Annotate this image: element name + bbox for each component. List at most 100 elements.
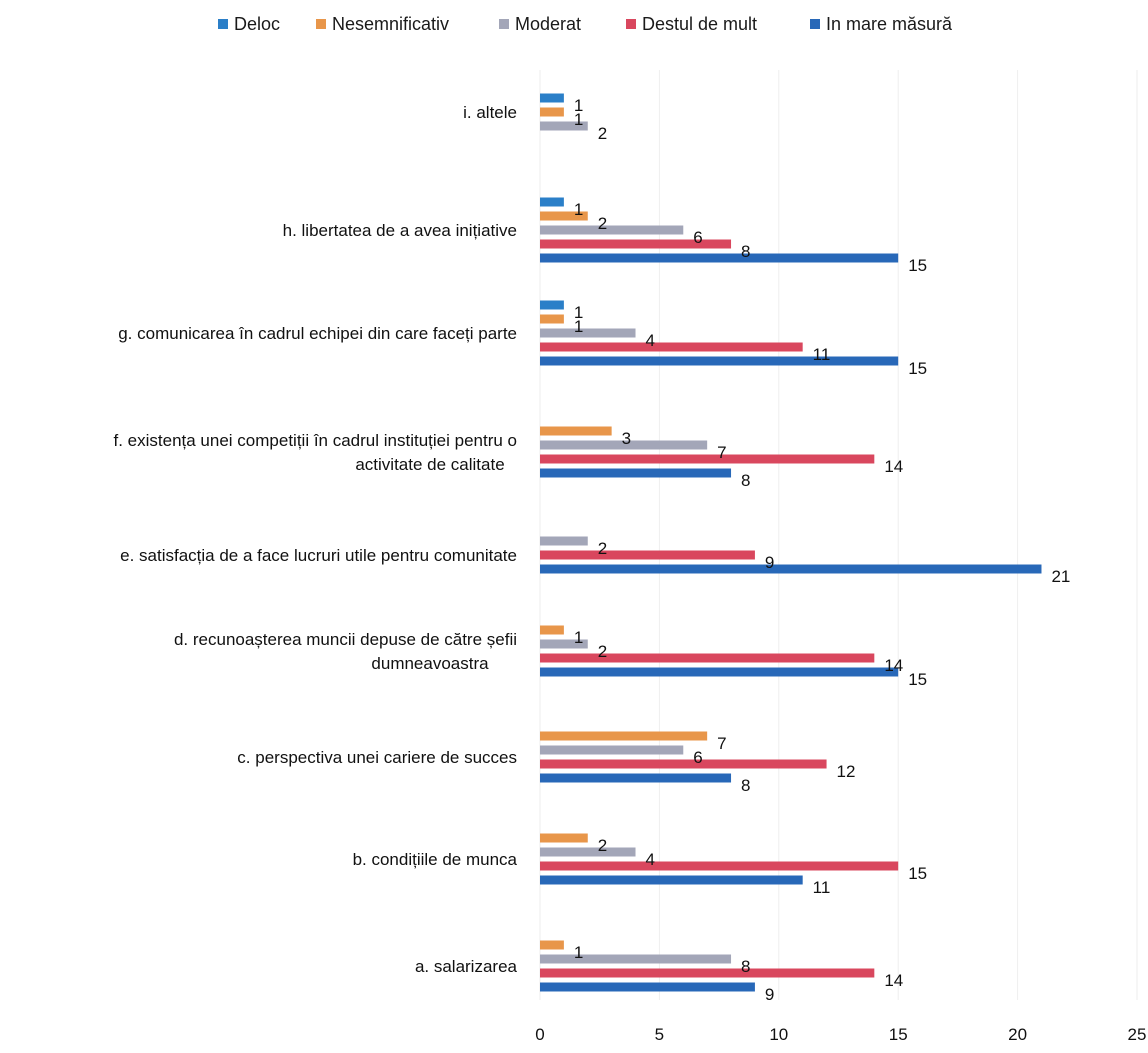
data-label: 8: [741, 957, 750, 976]
data-label: 15: [908, 359, 927, 378]
category-label: i. altele: [463, 103, 517, 122]
category-labels: a. salarizarea b. condițiile de munca c. p…: [114, 103, 518, 976]
data-label: 7: [717, 734, 726, 753]
bar: [540, 342, 803, 352]
legend-label: Moderat: [515, 14, 581, 34]
data-label: 12: [837, 762, 856, 781]
data-label: 6: [693, 748, 702, 767]
data-label: 8: [741, 776, 750, 795]
category-label: h. libertatea de a avea inițiative: [283, 221, 517, 240]
category-label: g. comunicarea în cadrul echipei din car…: [118, 324, 517, 343]
legend-label: In mare măsură: [826, 14, 953, 34]
bar: [540, 731, 708, 741]
legend-swatch: [316, 19, 326, 29]
bar: [540, 225, 684, 235]
bar: [540, 759, 827, 769]
legend-item: Deloc: [218, 14, 280, 34]
bar: [540, 847, 636, 857]
bar: [540, 875, 803, 885]
legend-item: In mare măsură: [810, 14, 953, 34]
data-label: 11: [813, 878, 831, 897]
data-label: 1: [574, 303, 583, 322]
legend-label: Destul de mult: [642, 14, 757, 34]
bar: [540, 239, 732, 249]
bar: [540, 639, 588, 649]
legend-item: Nesemnificativ: [316, 14, 449, 34]
bar: [540, 564, 1042, 574]
x-tick-label: 10: [769, 1025, 788, 1044]
bar: [540, 93, 564, 103]
category-label: d. recunoașterea muncii depuse de către …: [174, 630, 517, 649]
bar: [540, 211, 588, 221]
category-label: e. satisfacția de a face lucruri utile p…: [120, 546, 517, 565]
data-label: 8: [741, 242, 750, 261]
data-label: 15: [908, 864, 927, 883]
data-label: 2: [598, 214, 607, 233]
bar: [540, 982, 755, 992]
category-label: dumneavoastra: [371, 654, 489, 673]
data-label: 9: [765, 553, 774, 572]
bar: [540, 197, 564, 207]
gridlines: [539, 70, 1138, 1000]
data-label: 15: [908, 256, 927, 275]
bar: [540, 253, 899, 263]
bar: [540, 107, 564, 117]
data-label: 9: [765, 985, 774, 1004]
bar: [540, 550, 755, 560]
category-label: b. condițiile de munca: [353, 850, 518, 869]
bar: [540, 314, 564, 324]
bars: [540, 93, 1042, 992]
data-label: 14: [884, 971, 903, 990]
x-tick-label: 25: [1128, 1025, 1147, 1044]
data-label: 2: [598, 836, 607, 855]
legend-item: Destul de mult: [626, 14, 757, 34]
data-label: 11: [813, 345, 831, 364]
legend-label: Nesemnificativ: [332, 14, 449, 34]
bar: [540, 536, 588, 546]
bar: [540, 861, 899, 871]
bar: [540, 440, 708, 450]
x-tick-label: 5: [655, 1025, 664, 1044]
bar: [540, 833, 588, 843]
data-label: 14: [884, 656, 903, 675]
bar: [540, 954, 732, 964]
data-label: 6: [693, 228, 702, 247]
legend-swatch: [499, 19, 509, 29]
legend: Deloc Nesemnificativ Moderat Destul de mult…: [218, 14, 953, 34]
bar: [540, 356, 899, 366]
bar: [540, 653, 875, 663]
bar: [540, 625, 564, 635]
data-label: 3: [622, 429, 631, 448]
bar: [540, 773, 732, 783]
legend-swatch: [810, 19, 820, 29]
bar: [540, 667, 899, 677]
data-label: 1: [574, 628, 583, 647]
bar: [540, 121, 588, 131]
category-label: activitate de calitate: [355, 455, 504, 474]
x-tick-label: 0: [535, 1025, 544, 1044]
data-label: 1: [574, 317, 583, 336]
bar: [540, 454, 875, 464]
bar: [540, 426, 612, 436]
value-labels: 1814924151176128121415292137148114111512…: [574, 96, 1071, 1004]
category-label: c. perspectiva unei cariere de succes: [237, 748, 517, 767]
data-label: 4: [646, 331, 655, 350]
legend-swatch: [626, 19, 636, 29]
data-label: 21: [1051, 567, 1070, 586]
legend-swatch: [218, 19, 228, 29]
legend-item: Moderat: [499, 14, 581, 34]
data-label: 2: [598, 642, 607, 661]
data-label: 2: [598, 124, 607, 143]
legend-label: Deloc: [234, 14, 280, 34]
bar: [540, 940, 564, 950]
data-label: 4: [646, 850, 655, 869]
data-label: 1: [574, 110, 583, 129]
data-label: 1: [574, 943, 583, 962]
bar: [540, 300, 564, 310]
data-label: 8: [741, 471, 750, 490]
data-label: 1: [574, 200, 583, 219]
x-tick-label: 20: [1008, 1025, 1027, 1044]
category-label: a. salarizarea: [415, 957, 518, 976]
x-axis-ticks: 0 5 10 15 20 25: [535, 1025, 1146, 1044]
